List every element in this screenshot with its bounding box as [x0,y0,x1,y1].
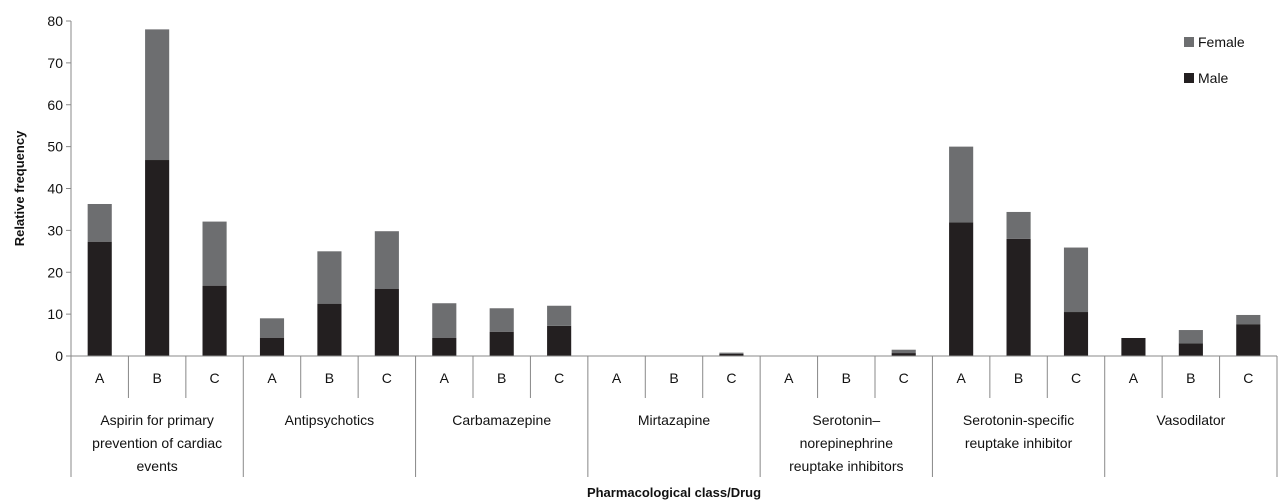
category-label: B [1186,370,1195,386]
bar-male [374,289,399,356]
group-label: Vasodilator [1156,412,1225,428]
category-label: B [1014,370,1023,386]
category-label: A [440,370,450,386]
bar-female [202,221,227,286]
bar-female [145,29,170,161]
category-label: A [95,370,105,386]
category-label: A [267,370,277,386]
bar-female [432,303,457,338]
bar-female [891,349,916,354]
legend-label-male: Male [1198,70,1229,86]
category-label: A [1129,370,1139,386]
category-label: B [842,370,851,386]
group-label: Carbamazepine [452,412,551,428]
category-label: A [612,370,622,386]
y-tick-label: 50 [47,139,63,155]
legend: Female Male [1184,34,1245,86]
category-label: B [669,370,678,386]
group-label: Serotonin– [812,412,880,428]
bar-female [547,305,572,326]
x-axis-title: Pharmacological class/Drug [587,485,761,500]
group-label: Aspirin for primary [100,412,214,428]
x-axis: A B C A B C A B C A B C A B C A B C A B C Aspirin for primary… [70,355,1278,477]
bar-female [87,203,112,242]
bar-male [259,337,285,356]
category-label: C [1071,370,1081,386]
group-label: norepinephrine [800,435,894,451]
y-tick-label: 10 [47,306,63,322]
category-label: C [726,370,736,386]
y-tick-label: 80 [47,13,63,29]
bar-male [489,331,514,356]
category-label: B [497,370,506,386]
category-label: C [382,370,392,386]
y-tick-label: 0 [55,348,63,364]
bar-male [949,222,974,356]
bar-female [719,352,744,354]
bar-female [317,251,342,304]
bar-male [1063,312,1089,356]
bar-male [1006,238,1031,356]
bar-male [202,285,227,356]
y-axis: 0 10 20 30 40 50 60 70 80 [47,13,72,364]
y-tick-label: 70 [47,55,63,71]
y-axis-title: Relative frequency [12,130,27,246]
legend-swatch-female [1184,37,1194,47]
bar-male [1236,324,1261,356]
y-tick-label: 20 [47,264,63,280]
bar-male [145,160,170,356]
category-label: C [1243,370,1253,386]
bar-male [891,353,916,356]
bar-male [317,303,342,356]
bar-male [1178,343,1203,356]
group-label: prevention of cardiac [92,435,222,451]
category-label: A [956,370,966,386]
bar-female [374,231,399,289]
group-label: Antipsychotics [285,412,374,428]
bar-female [1006,211,1031,239]
category-label: B [325,370,334,386]
group-label: reuptake inhibitors [789,458,903,474]
legend-swatch-male [1184,73,1194,83]
category-label: C [210,370,220,386]
group-label: Serotonin-specific [963,412,1074,428]
y-tick-label: 40 [47,181,63,197]
bar-male [1121,337,1146,356]
group-label: Mirtazapine [638,412,711,428]
bar-male [547,325,572,356]
bar-male [719,353,744,356]
category-label: C [554,370,564,386]
bar-male [87,241,112,356]
bar-female [489,308,514,332]
bars [87,29,1261,356]
y-tick-label: 30 [47,222,63,238]
bar-female [949,146,974,223]
bar-female [1236,314,1261,325]
category-label: C [899,370,909,386]
group-label: reuptake inhibitor [965,435,1073,451]
legend-label-female: Female [1198,34,1245,50]
bar-female [1178,330,1203,344]
category-label: B [152,370,161,386]
group-label: events [137,458,178,474]
bar-female [259,318,285,338]
bar-female [1063,247,1089,313]
bar-male [432,337,457,356]
y-tick-label: 60 [47,97,63,113]
category-label: A [784,370,794,386]
